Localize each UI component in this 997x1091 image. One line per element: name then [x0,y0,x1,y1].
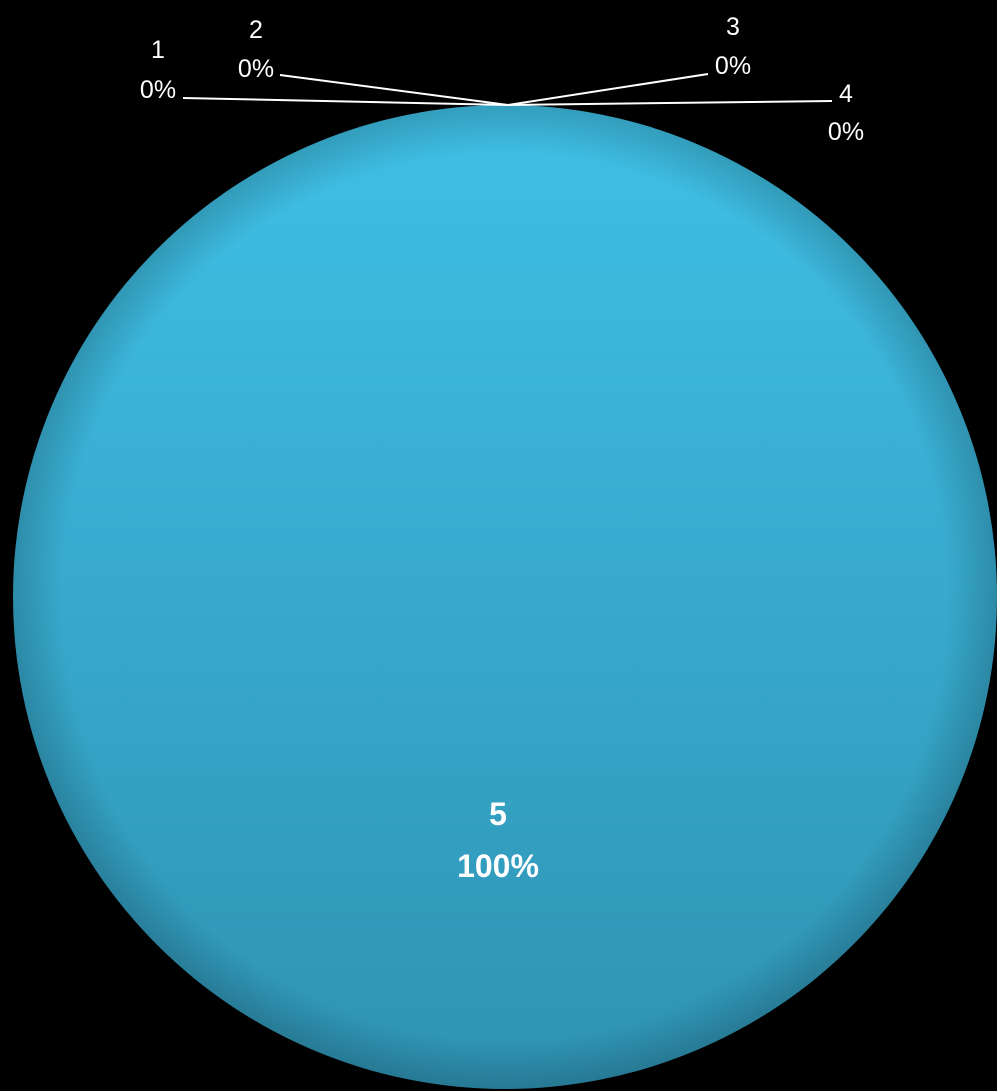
slice-label-percent-5: 100% [457,848,539,884]
slice-label-category-5: 5 [489,796,507,832]
slice-label-percent-4: 0% [828,118,864,146]
slice-label-category-2: 2 [249,16,263,44]
slice-labels: 1 0% 2 0% 3 0% 4 0% 5 100% [140,13,864,884]
pie-edge-shade [13,105,997,1089]
pie-slices [13,105,997,1089]
slice-label-percent-1: 0% [140,76,176,104]
slice-label-percent-3: 0% [715,52,751,80]
slice-label-category-3: 3 [726,13,740,41]
slice-label-category-1: 1 [151,36,165,64]
leader-line-4 [507,100,833,106]
leader-line-1 [182,97,509,106]
leader-line-3 [507,73,709,106]
slice-label-category-4: 4 [839,80,853,108]
slice-label-percent-2: 0% [238,55,274,83]
leader-lines [182,73,833,106]
leader-line-2 [279,74,509,106]
